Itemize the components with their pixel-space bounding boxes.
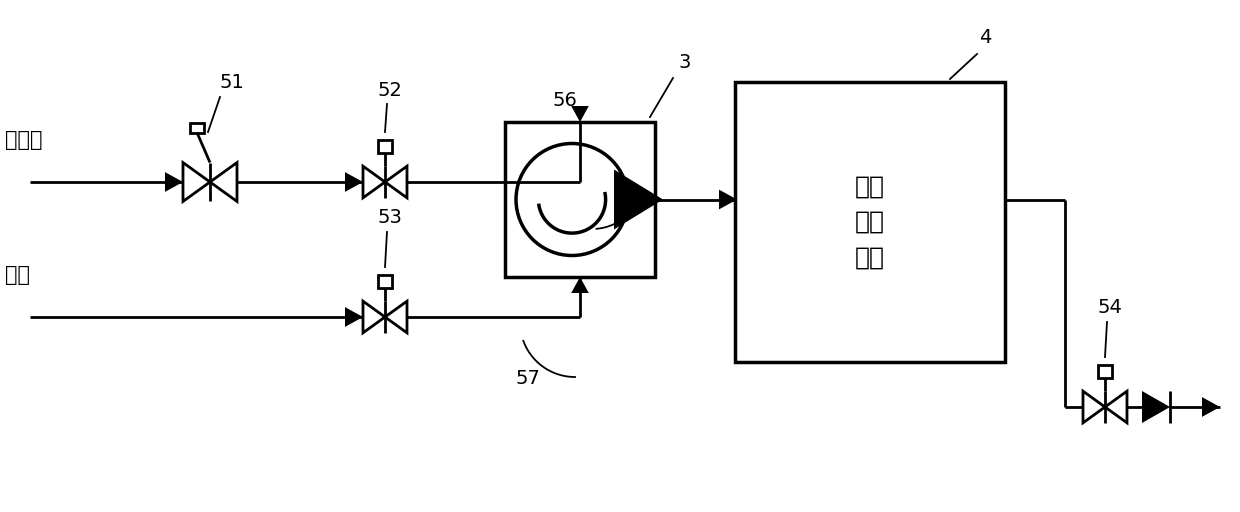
Polygon shape xyxy=(572,106,589,122)
Bar xyxy=(378,275,392,288)
Bar xyxy=(190,123,205,133)
Polygon shape xyxy=(614,169,663,229)
Polygon shape xyxy=(345,172,363,192)
Polygon shape xyxy=(1142,391,1171,423)
Text: 驱动气: 驱动气 xyxy=(5,130,42,150)
Text: 56: 56 xyxy=(553,91,578,110)
Bar xyxy=(735,82,1004,362)
Text: 介质: 介质 xyxy=(5,265,30,285)
Text: 51: 51 xyxy=(219,73,244,92)
Text: 3: 3 xyxy=(678,53,691,72)
Text: 52: 52 xyxy=(377,81,403,100)
Text: 4: 4 xyxy=(978,28,991,47)
Bar xyxy=(378,140,392,153)
Text: 53: 53 xyxy=(377,208,403,227)
Polygon shape xyxy=(572,277,589,293)
Polygon shape xyxy=(165,172,184,192)
Text: 高压
气体
储罐: 高压 气体 储罐 xyxy=(856,175,885,269)
Text: 54: 54 xyxy=(1097,298,1122,317)
Polygon shape xyxy=(719,189,737,209)
Text: 57: 57 xyxy=(516,369,541,388)
Bar xyxy=(1099,365,1111,378)
Polygon shape xyxy=(345,307,363,327)
Bar xyxy=(505,122,655,277)
Polygon shape xyxy=(1202,397,1220,417)
